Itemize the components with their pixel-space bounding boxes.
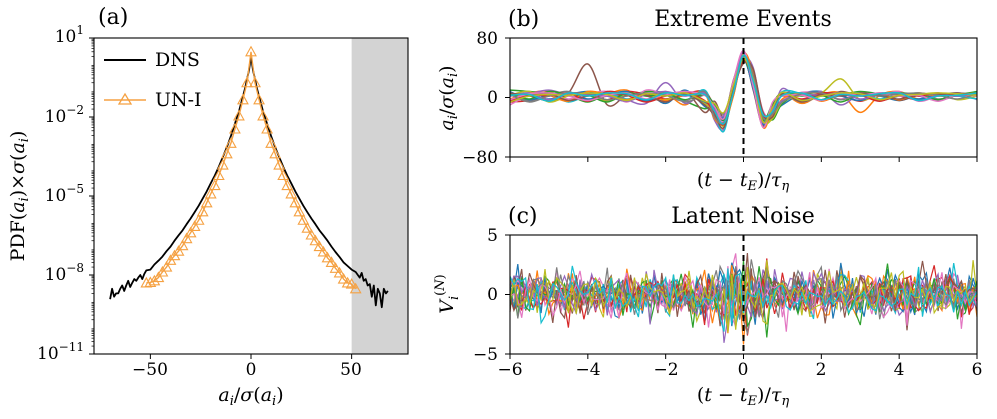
panel-a-legend: DNS UN-I [104,49,202,111]
panel-b-ytick-label: 80 [476,29,498,49]
panel-b-ytick-label: −80 [462,148,498,168]
uni-point [176,239,189,251]
uni-point [249,76,261,88]
panel-a-xtick-label: 0 [246,360,257,380]
noise-series-line [509,259,978,324]
panel-a-ylabel: PDF(ai)×σ(ai) [7,131,32,262]
panel-c-ytick-label: −5 [473,345,498,365]
uni-point [241,76,253,88]
uni-point [313,240,326,252]
uni-point [232,109,245,121]
uni-point [281,179,294,191]
uni-point [333,266,346,278]
uni-point [261,122,274,134]
uni-point [224,137,237,148]
uni-point [184,226,197,238]
uni-point [257,109,270,121]
uni-point [192,214,205,225]
uni-point [309,234,322,246]
uni-point [172,245,185,256]
uni-point [329,262,342,273]
panel-a: 101 10−2 10−5 10−8 10−11 −50 0 50 ai/σ(a… [7,5,409,409]
panel-c-title: Latent Noise [671,204,814,229]
uni-point [345,277,358,289]
panel-b-ytick-label: 0 [487,88,498,108]
uni-point [301,222,314,233]
uni-point [337,272,350,284]
panel-c-label: (c) [508,204,538,229]
uni-point [289,196,302,208]
panel-a-xlabel: ai/σ(ai) [218,384,283,409]
uni-point [188,220,201,231]
uni-point [305,228,318,240]
uni-point [253,93,265,105]
uni-point [196,205,209,217]
panel-c-xtick-label: 0 [738,360,749,380]
panel-c-ylabel: Vi(N) [433,274,462,313]
panel-b: 80 0 −80 Extreme Events (b) (t − tE)/τη … [436,7,978,194]
uni-point [245,45,257,57]
uni-point [321,251,334,263]
panel-c-xtick-label: −6 [497,360,522,380]
panel-c-ytick-label: 5 [487,226,498,246]
panel-c-xtick-label: 4 [894,360,905,380]
legend-dns-label: DNS [155,49,200,71]
uni-point [293,205,306,217]
noise-series-line [509,265,978,332]
panel-a-shaded-region [351,38,408,354]
panel-c-xtick-label: −4 [575,360,600,380]
uni-point [317,245,330,257]
panel-b-ylabel: ai/σ(ai) [436,65,461,130]
panel-a-xtick-label: −50 [132,360,168,380]
uni-point [273,158,286,170]
dns-line [109,55,389,309]
uni-point [148,274,161,286]
uni-point [212,169,225,181]
panel-b-title: Extreme Events [654,7,832,32]
uni-point [216,158,229,170]
panel-c-xtick-label: −2 [653,360,678,380]
uni-point [220,147,233,159]
panel-a-series [109,45,389,309]
panel-c-xlabel: (t − tE)/τη [697,384,790,409]
uni-point [269,147,282,159]
uni-point [297,214,310,225]
legend-uni-marker [117,92,133,105]
panel-c-ytick-label: 0 [487,285,498,305]
panel-a-ticks [89,37,353,359]
event-series-line [509,54,978,125]
legend-uni-label: UN-I [155,89,202,111]
uni-point [349,282,362,294]
panel-a-ytick-label: 10−2 [45,103,84,127]
uni-point [228,122,241,134]
panel-b-ticks [505,37,978,162]
uni-point [180,232,193,244]
panel-a-ytick-label: 101 [55,23,84,47]
uni-point [160,260,173,272]
panel-a-label: (a) [98,5,128,30]
uni-point [204,187,217,199]
uni-point [237,93,249,105]
panel-c-xtick-label: 6 [972,360,983,380]
uni-line [146,51,357,290]
uni-point [200,196,213,208]
uni-point [208,179,221,191]
panel-b-label: (b) [508,7,539,32]
panel-c-ticks [505,234,978,359]
uni-point [285,187,298,199]
uni-point [152,271,165,283]
uni-point [325,256,338,267]
panel-a-ytick-label: 10−11 [37,340,84,364]
event-series-line [509,55,978,125]
panel-a-ytick-label: 10−8 [45,261,84,285]
panel-a-ytick-label: 10−5 [45,182,84,206]
uni-point [277,169,290,181]
panel-b-xlabel: (t − tE)/τη [697,169,790,194]
uni-point [265,137,278,148]
panel-a-xtick-label: 50 [340,360,362,380]
panel-c-xtick-label: 2 [816,360,827,380]
panel-c: 5 0 −5 −6 −4 −2 0 2 4 6 Latent Noise (c)… [433,204,982,409]
